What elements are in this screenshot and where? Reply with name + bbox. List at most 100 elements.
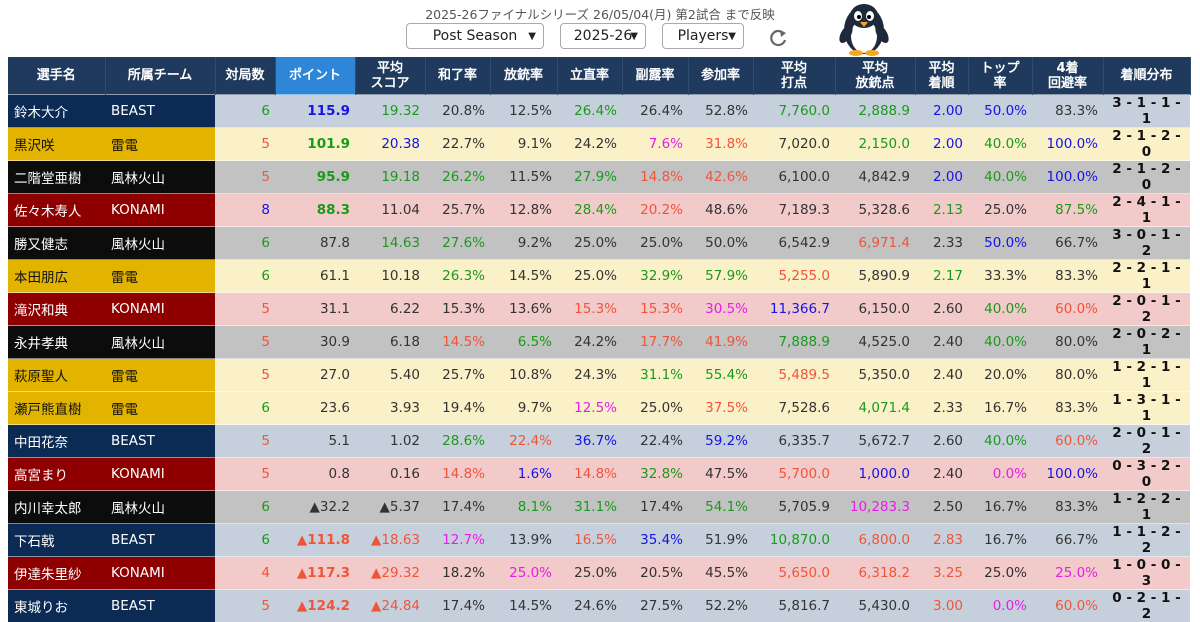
stat-cell: 5.1 [275,425,355,458]
stat-cell: 25.0% [557,260,622,293]
stat-cell: 6 [215,95,275,128]
stat-cell: 83.3% [1032,95,1103,128]
stat-cell: 0 - 3 - 2 - 0 [1103,458,1190,491]
team-name: 雷電 [105,392,215,425]
stat-cell: 60.0% [1032,425,1103,458]
stat-cell: 40.0% [968,161,1032,194]
stat-cell: 40.0% [968,128,1032,161]
stat-cell: 115.9 [275,95,355,128]
stat-cell: 42.6% [688,161,753,194]
column-header: 立直率 [557,57,622,95]
team-name: BEAST [105,95,215,128]
stat-cell: 10,870.0 [753,524,835,557]
stat-cell: 26.4% [622,95,688,128]
stat-cell: 100.0% [1032,161,1103,194]
stat-cell: 40.0% [968,293,1032,326]
stat-cell: 31.1 [275,293,355,326]
select-text: Players [678,28,729,44]
team-name: BEAST [105,425,215,458]
player-name: 内川幸太郎 [8,491,105,524]
stat-cell: 22.4% [490,425,557,458]
stat-cell: 0.0% [968,590,1032,622]
stat-cell: 31.8% [688,128,753,161]
stat-cell: 66.7% [1032,524,1103,557]
stat-cell: 3 - 0 - 1 - 2 [1103,227,1190,260]
stat-cell: 6,335.7 [753,425,835,458]
stat-cell: 5 [215,458,275,491]
stat-cell: 51.9% [688,524,753,557]
stat-cell: 28.6% [425,425,490,458]
player-name: 本田朋広 [8,260,105,293]
stat-cell: 26.3% [425,260,490,293]
stat-cell: 2.00 [915,95,968,128]
stat-cell: 16.7% [968,392,1032,425]
stat-cell: 13.6% [490,293,557,326]
stat-cell: 60.0% [1032,590,1103,622]
stat-cell: 15.3% [425,293,490,326]
stat-cell: 4,071.4 [835,392,915,425]
column-header: 参加率 [688,57,753,95]
stat-cell: 14.63 [355,227,425,260]
stat-cell: 5,705.9 [753,491,835,524]
stat-cell: 10.8% [490,359,557,392]
stat-cell: 47.5% [688,458,753,491]
stat-cell: 10,283.3 [835,491,915,524]
stat-cell: 23.6 [275,392,355,425]
stat-cell: 15.3% [557,293,622,326]
stat-cell: 22.4% [622,425,688,458]
stat-cell: 3 - 1 - 1 - 1 [1103,95,1190,128]
stat-cell: 33.3% [968,260,1032,293]
stat-cell: 54.1% [688,491,753,524]
stat-cell: 12.7% [425,524,490,557]
stat-cell: 6,800.0 [835,524,915,557]
view-select[interactable]: Players▼ [662,23,744,49]
stat-cell: 2 - 0 - 1 - 2 [1103,293,1190,326]
stat-cell: 10.18 [355,260,425,293]
stat-cell: 50.0% [688,227,753,260]
stat-cell: 30.5% [688,293,753,326]
stat-cell: 16.7% [968,524,1032,557]
stat-cell: 13.9% [490,524,557,557]
team-name: 雷電 [105,260,215,293]
stat-cell: 32.8% [622,458,688,491]
season-select[interactable]: Post Season▼ [406,23,544,49]
column-header: ポイント [275,57,355,95]
refresh-button[interactable] [766,26,790,50]
stat-cell: 7.6% [622,128,688,161]
stat-cell: 60.0% [1032,293,1103,326]
stat-cell: 6 [215,260,275,293]
column-header: 平均 放銃点 [835,57,915,95]
team-name: KONAMI [105,293,215,326]
stat-cell: 55.4% [688,359,753,392]
stat-cell: 27.6% [425,227,490,260]
stat-cell: 28.4% [557,194,622,227]
stat-cell: 7,189.3 [753,194,835,227]
team-name: 風林火山 [105,491,215,524]
team-name: 風林火山 [105,161,215,194]
stat-cell: 16.5% [557,524,622,557]
stat-cell: 100.0% [1032,128,1103,161]
stat-cell: 2,888.9 [835,95,915,128]
stat-cell: 14.8% [425,458,490,491]
team-name: KONAMI [105,194,215,227]
stat-cell: 30.9 [275,326,355,359]
stat-cell: 2.33 [915,227,968,260]
stat-cell: 2 - 2 - 1 - 1 [1103,260,1190,293]
stat-cell: 6,150.0 [835,293,915,326]
stat-cell: 5 [215,359,275,392]
column-header: 4着 回避率 [1032,57,1103,95]
stat-cell: 100.0% [1032,458,1103,491]
stat-cell: 11,366.7 [753,293,835,326]
column-header: 選手名 [8,57,105,95]
caret: ▼ [630,31,638,42]
stat-cell: 2.50 [915,491,968,524]
stat-cell: 25.0% [968,194,1032,227]
stat-cell: 5,350.0 [835,359,915,392]
player-name: 瀬戸熊直樹 [8,392,105,425]
year-select[interactable]: 2025-26▼ [560,23,646,49]
stat-cell: 40.0% [968,326,1032,359]
player-name: 永井孝典 [8,326,105,359]
